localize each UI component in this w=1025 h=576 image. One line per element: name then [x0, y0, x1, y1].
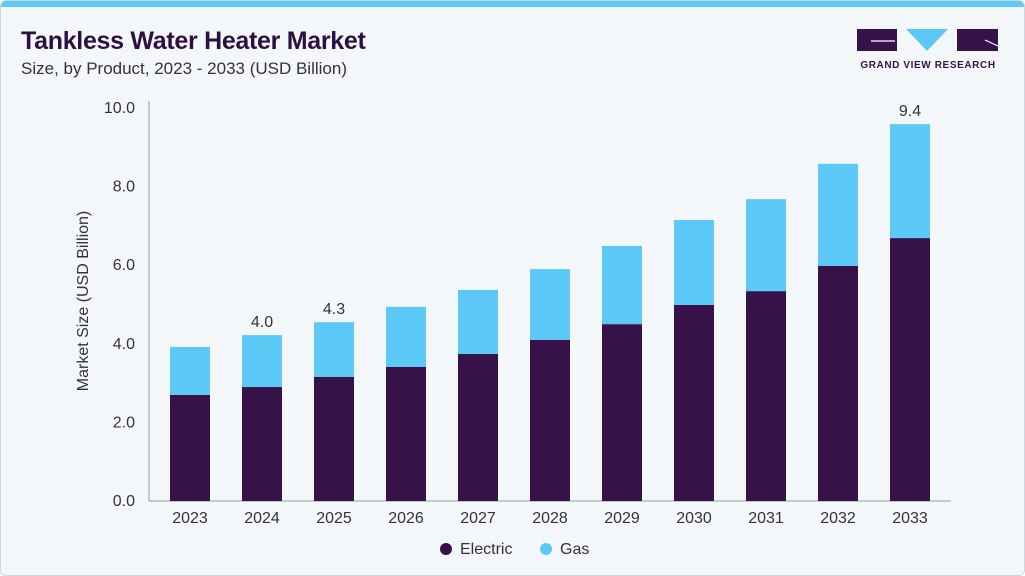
x-tick-label: 2028 — [532, 510, 568, 527]
chart-subtitle: Size, by Product, 2023 - 2033 (USD Billi… — [21, 59, 347, 78]
legend-marker-electric — [440, 543, 452, 555]
svg-text:GRAND VIEW RESEARCH: GRAND VIEW RESEARCH — [860, 60, 995, 71]
x-tick-label: 2029 — [604, 510, 640, 527]
data-label-2033: 9.4 — [899, 103, 921, 120]
bar-gas-2033 — [890, 124, 930, 239]
bar-gas-2025 — [314, 322, 354, 377]
data-label-2024: 4.0 — [251, 314, 273, 331]
bar-gas-2027 — [458, 289, 498, 355]
bar-electric-2030 — [674, 304, 714, 501]
x-tick-label: 2025 — [316, 510, 352, 527]
bar-gas-2026 — [386, 306, 426, 367]
bar-gas-2024 — [242, 335, 282, 388]
bar-electric-2027 — [458, 354, 498, 501]
bar-gas-2030 — [674, 220, 714, 305]
bar-electric-2023 — [170, 394, 210, 501]
y-tick-label: 10.0 — [104, 100, 135, 117]
y-tick-label: 6.0 — [113, 257, 135, 274]
legend-label-gas: Gas — [560, 541, 589, 558]
y-tick-label: 4.0 — [113, 336, 135, 353]
bar-electric-2026 — [386, 366, 426, 501]
x-tick-label: 2027 — [460, 510, 496, 527]
y-tick-label: 8.0 — [113, 179, 135, 196]
bar-gas-2029 — [602, 245, 642, 325]
bar-gas-2028 — [530, 269, 570, 340]
y-tick-label: 0.0 — [113, 493, 135, 510]
legend-marker-gas — [540, 543, 552, 555]
x-tick-label: 2023 — [172, 510, 208, 527]
bar-gas-2032 — [818, 163, 858, 266]
x-tick-label: 2031 — [748, 510, 784, 527]
legend-label-electric: Electric — [460, 541, 512, 558]
accent-bar — [1, 1, 1024, 7]
bar-electric-2028 — [530, 339, 570, 501]
bar-electric-2024 — [242, 387, 282, 501]
x-tick-label: 2032 — [820, 510, 856, 527]
chart-title: Tankless Water Heater Market — [21, 27, 366, 55]
bar-electric-2031 — [746, 291, 786, 501]
y-tick-label: 2.0 — [113, 414, 135, 431]
x-tick-label: 2030 — [676, 510, 712, 527]
x-tick-label: 2033 — [892, 510, 928, 527]
x-tick-label: 2024 — [244, 510, 280, 527]
bar-electric-2033 — [890, 238, 930, 501]
bar-electric-2032 — [818, 265, 858, 501]
bar-gas-2031 — [746, 199, 786, 292]
y-axis-title: Market Size (USD Billion) — [75, 211, 92, 391]
data-label-2025: 4.3 — [323, 301, 345, 318]
x-tick-label: 2026 — [388, 510, 424, 527]
bar-gas-2023 — [170, 346, 210, 395]
grand-view-research-logo: GRAND VIEW RESEARCH — [857, 29, 999, 71]
bar-electric-2029 — [602, 324, 642, 501]
bar-electric-2025 — [314, 376, 354, 501]
